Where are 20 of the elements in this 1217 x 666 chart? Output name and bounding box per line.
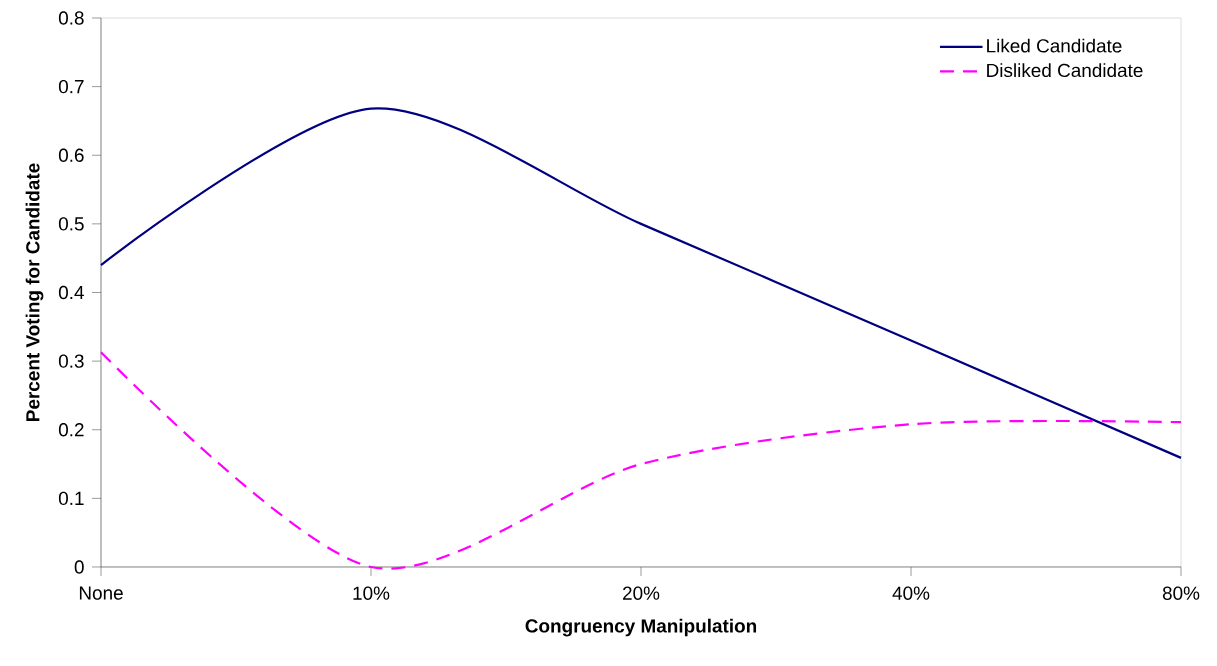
legend-label: Liked Candidate xyxy=(987,38,1122,53)
legend-label: Disliked Candidate xyxy=(987,63,1143,78)
y-tick-label: 0.1 xyxy=(58,491,84,506)
y-tick-label: 0.8 xyxy=(58,11,84,25)
y-tick-label: 0.3 xyxy=(58,354,84,368)
line-series xyxy=(99,351,1183,570)
x-tick-label: 80% xyxy=(1162,586,1200,600)
y-tick-label: 0.2 xyxy=(58,423,84,437)
y-axis-title: Percent Voting for Candidate xyxy=(25,163,44,421)
y-tick-label: 0.6 xyxy=(58,148,84,162)
x-tick-label: 40% xyxy=(892,586,930,600)
x-tick-label: None xyxy=(79,586,123,600)
y-tick-label: 0.4 xyxy=(58,285,84,300)
y-tick-label: 0 xyxy=(74,560,84,574)
y-tick-label: 0.5 xyxy=(58,217,84,231)
x-tick-label: 20% xyxy=(623,586,660,600)
y-tick-label: 0.7 xyxy=(58,79,84,94)
x-axis-title: Congruency Manipulation xyxy=(525,618,757,637)
x-tick-label: 10% xyxy=(353,586,390,600)
line-series xyxy=(99,107,1183,459)
